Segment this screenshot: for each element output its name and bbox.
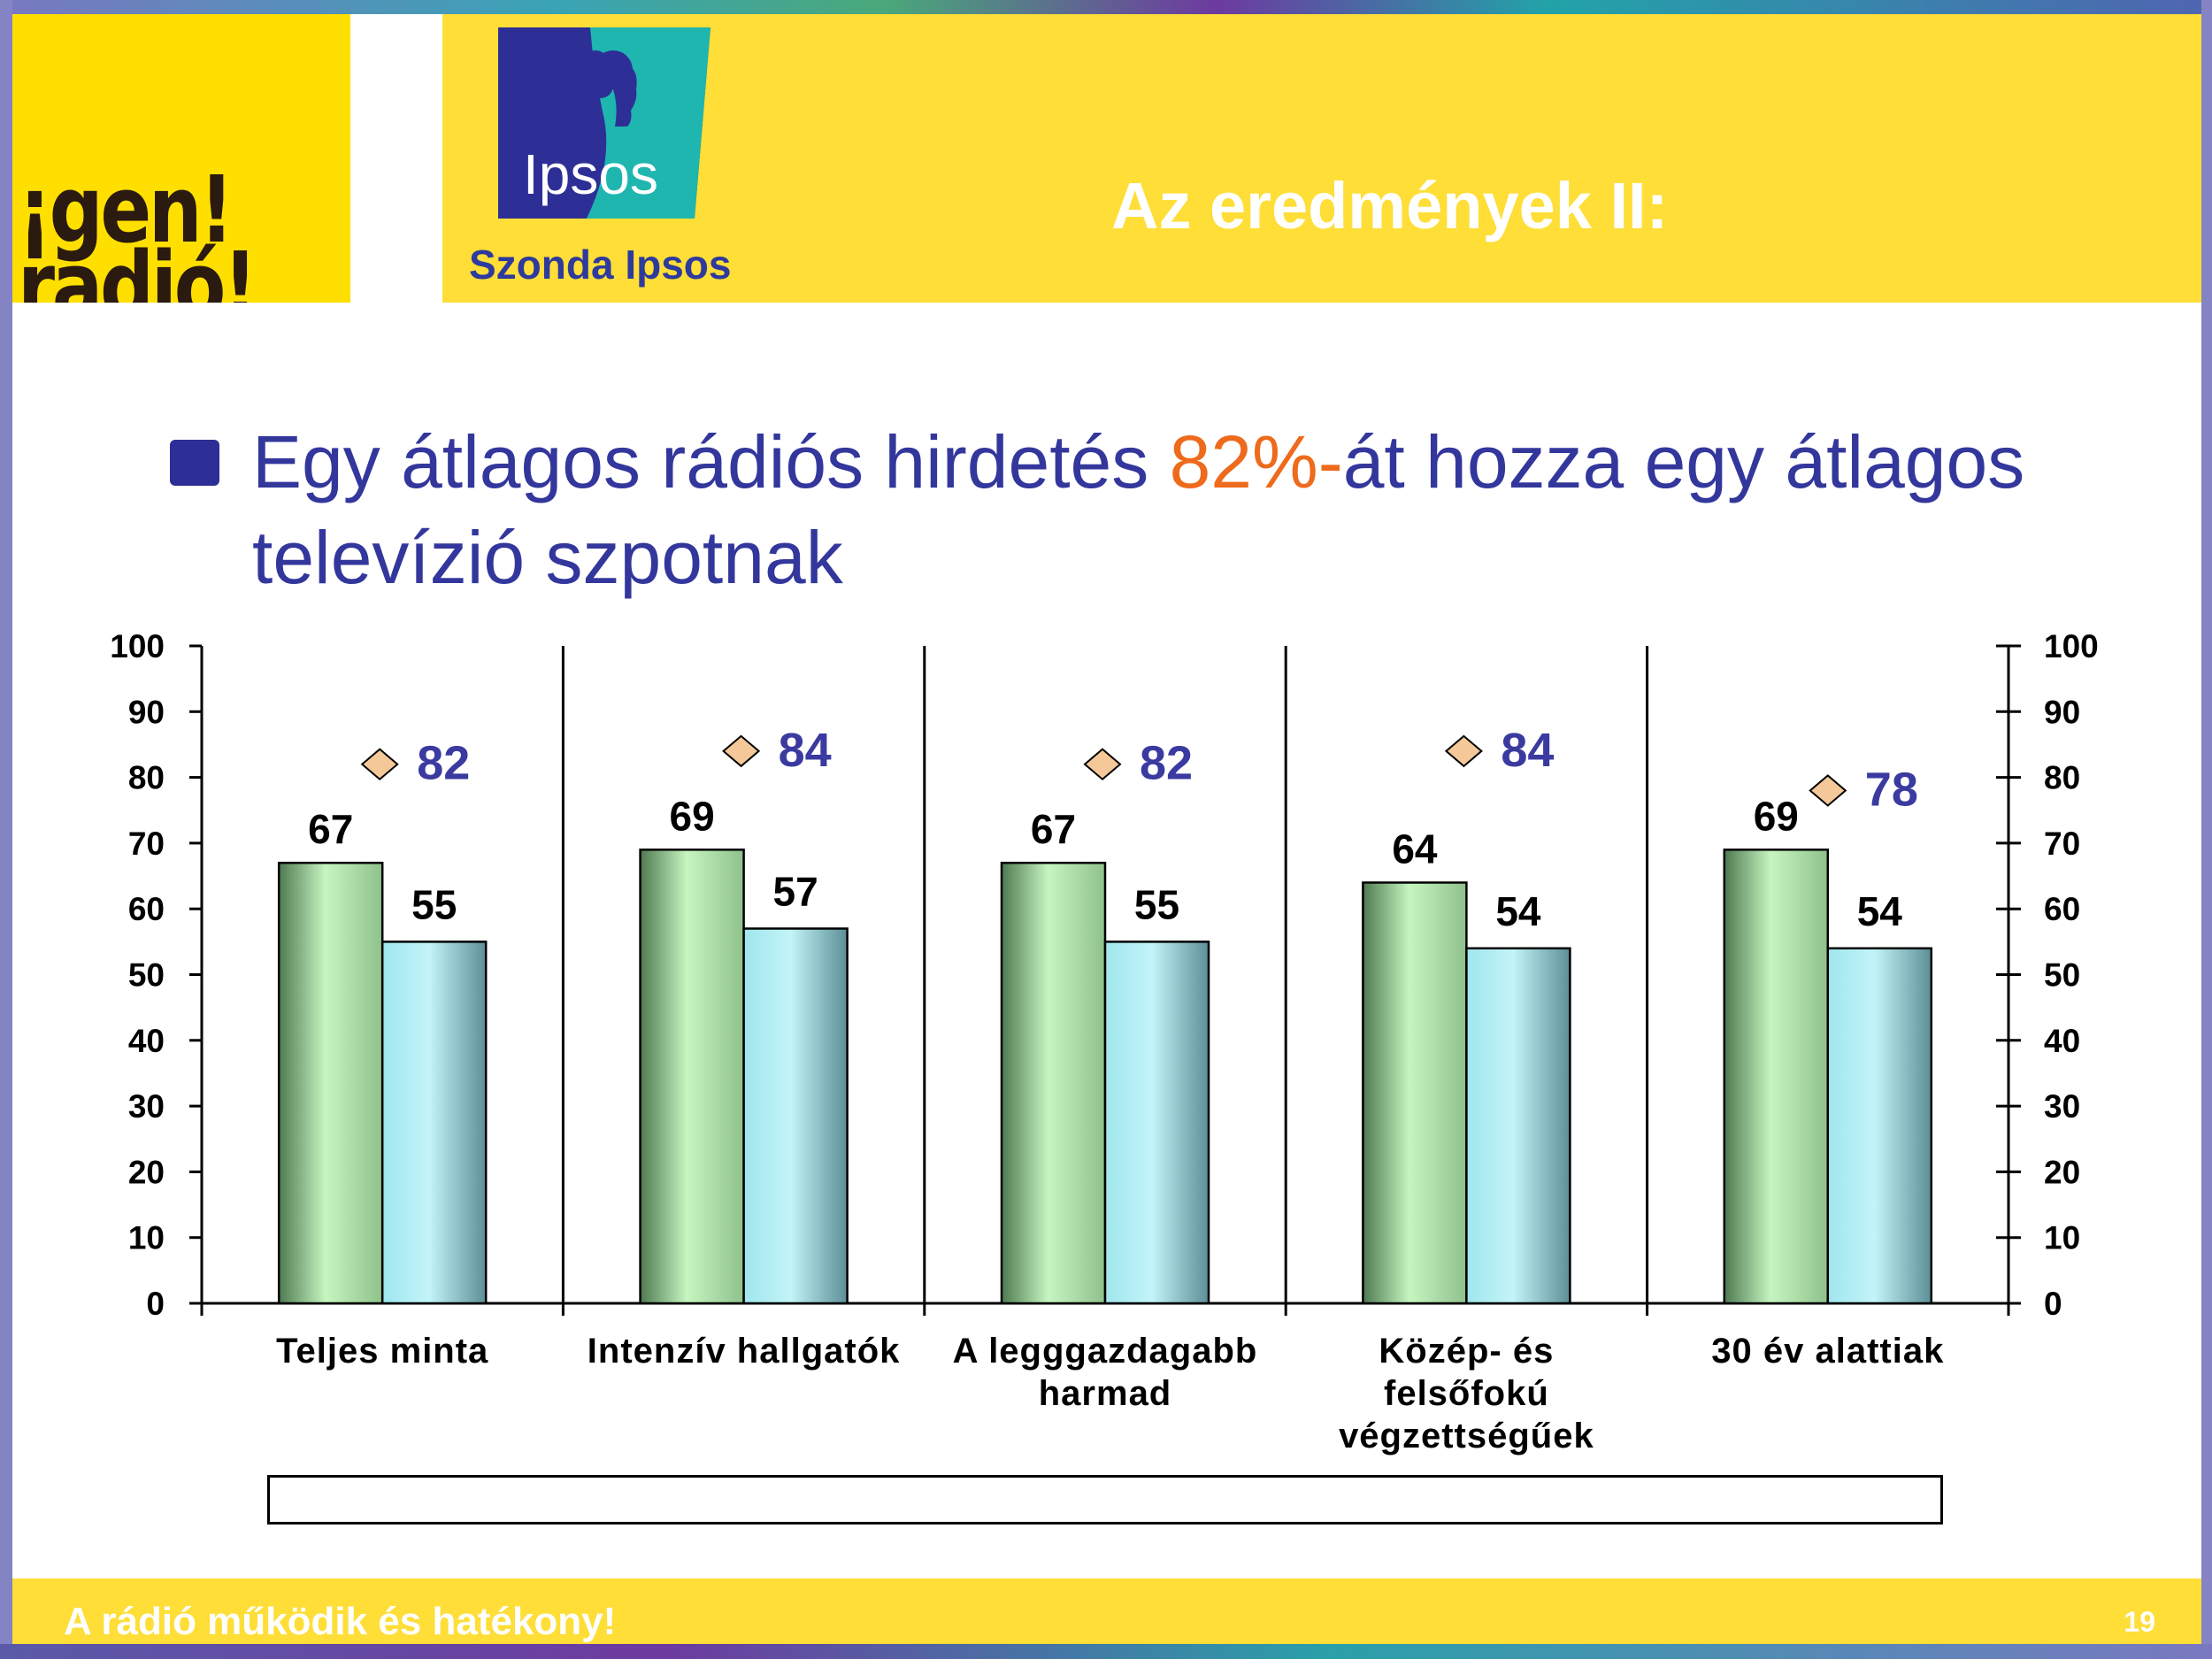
bullet-text-part2: át hozza egy átlagos televízió szpotnak bbox=[252, 420, 2025, 599]
radio-bar bbox=[1465, 947, 1571, 1305]
tv-bar bbox=[1000, 861, 1107, 1305]
efficiency-marker bbox=[360, 748, 399, 781]
right-border bbox=[2201, 0, 2212, 1659]
y-tick-label-right: 100 bbox=[2044, 628, 2099, 664]
radio-bar bbox=[1826, 947, 1933, 1305]
footer-text: A rádió működik és hatékony! bbox=[64, 1600, 617, 1643]
radio-bar bbox=[742, 927, 849, 1305]
x-category-label: végzettségűek bbox=[1339, 1417, 1594, 1455]
bar-chart: 0 10 20 30 40 50 60 70 80 90 100 0 10 20 30 40 50 60 70 80 9… bbox=[110, 628, 2099, 1495]
tv-bar-value-label: 69 bbox=[670, 793, 715, 839]
y-tick-label-right: 90 bbox=[2044, 694, 2080, 730]
tv-bar bbox=[1723, 849, 1830, 1305]
x-category-label: Közép- és bbox=[1379, 1332, 1554, 1371]
efficiency-value-label: 78 bbox=[1865, 763, 1918, 816]
y-tick-label-right: 50 bbox=[2044, 957, 2080, 994]
header-band bbox=[442, 14, 2201, 303]
footer-band bbox=[12, 1578, 2201, 1644]
ipsos-subtitle: Szonda Ipsos bbox=[469, 242, 732, 288]
tv-bar bbox=[639, 849, 745, 1305]
efficiency-value-label: 84 bbox=[1501, 724, 1554, 777]
y-tick-label-right: 30 bbox=[2044, 1088, 2080, 1125]
bullet-text-part1: Egy átlagos rádiós hirdetés bbox=[252, 420, 1170, 503]
tv-bar-value-label: 67 bbox=[308, 806, 353, 852]
tv-bar-value-label: 64 bbox=[1392, 826, 1438, 872]
page-number: 19 bbox=[2124, 1606, 2155, 1638]
x-category-label: harmad bbox=[1039, 1374, 1172, 1413]
tv-bar bbox=[1362, 881, 1468, 1305]
tv-bar-value-label: 67 bbox=[1031, 806, 1076, 852]
x-category-label: Intenzív hallgatók bbox=[588, 1332, 901, 1371]
y-tick-label-left: 40 bbox=[128, 1023, 165, 1059]
y-tick-label-left: 70 bbox=[128, 826, 165, 862]
y-tick-label-left: 30 bbox=[128, 1088, 165, 1125]
y-tick-label-right: 80 bbox=[2044, 760, 2080, 796]
y-tick-label-right: 0 bbox=[2044, 1286, 2062, 1322]
y-tick-label-right: 70 bbox=[2044, 826, 2080, 862]
logo-line-radio: rádió! bbox=[18, 232, 257, 303]
ipsos-wordmark: Ipsos bbox=[523, 142, 658, 206]
ipsos-logo: Ipsos bbox=[498, 27, 710, 219]
left-border bbox=[0, 0, 12, 1659]
y-tick-label-right: 20 bbox=[2044, 1154, 2080, 1190]
radio-bar-value-label: 54 bbox=[1857, 888, 1903, 934]
x-category-label: A legggazdagabb bbox=[953, 1332, 1258, 1371]
efficiency-value-label: 84 bbox=[779, 724, 832, 777]
efficiency-marker bbox=[1083, 748, 1122, 781]
y-tick-label-right: 60 bbox=[2044, 891, 2080, 927]
radio-bar-value-label: 54 bbox=[1495, 888, 1541, 934]
bottom-gradient-border bbox=[0, 1644, 2212, 1659]
y-tick-label-left: 20 bbox=[128, 1154, 165, 1190]
y-tick-label-left: 90 bbox=[128, 694, 165, 730]
x-category-label: Teljes minta bbox=[276, 1332, 488, 1371]
y-tick-label-left: 100 bbox=[110, 628, 165, 664]
logo-line-igen: ¡gen! bbox=[18, 156, 234, 264]
radio-bar-value-label: 55 bbox=[411, 881, 457, 927]
y-tick-label-right: 10 bbox=[2044, 1220, 2080, 1256]
igen-radio-logo: ¡gen! rádió! bbox=[12, 14, 350, 303]
y-tick-label-left: 50 bbox=[128, 957, 165, 994]
y-tick-label-right: 40 bbox=[2044, 1023, 2080, 1059]
y-tick-label-left: 10 bbox=[128, 1220, 165, 1256]
efficiency-value-label: 82 bbox=[417, 737, 470, 790]
efficiency-value-label: 82 bbox=[1140, 737, 1193, 790]
slide-title: Az eredmények II: bbox=[1111, 169, 1669, 242]
radio-bar bbox=[380, 941, 488, 1305]
bullet-highlight: 82%- bbox=[1169, 420, 1343, 503]
tv-bar-value-label: 69 bbox=[1754, 793, 1799, 839]
bullet-text: Egy átlagos rádiós hirdetés 82%-át hozza… bbox=[252, 414, 2066, 605]
y-tick-label-left: 60 bbox=[128, 891, 165, 927]
efficiency-marker bbox=[722, 734, 761, 768]
efficiency-marker bbox=[1809, 774, 1847, 807]
x-category-label: 30 év alattiak bbox=[1711, 1332, 1944, 1371]
bullet-square-icon bbox=[170, 440, 219, 486]
radio-bar-value-label: 55 bbox=[1134, 881, 1179, 927]
y-tick-label-left: 0 bbox=[146, 1286, 165, 1322]
top-gradient-border bbox=[0, 0, 2212, 14]
x-category-label: felsőfokú bbox=[1384, 1374, 1549, 1413]
efficiency-marker bbox=[1444, 734, 1483, 768]
radio-bar bbox=[1103, 941, 1210, 1305]
radio-bar-value-label: 57 bbox=[773, 868, 818, 914]
y-tick-label-left: 80 bbox=[128, 760, 165, 796]
tv-bar bbox=[277, 861, 384, 1305]
chart-legend bbox=[267, 1475, 1943, 1525]
